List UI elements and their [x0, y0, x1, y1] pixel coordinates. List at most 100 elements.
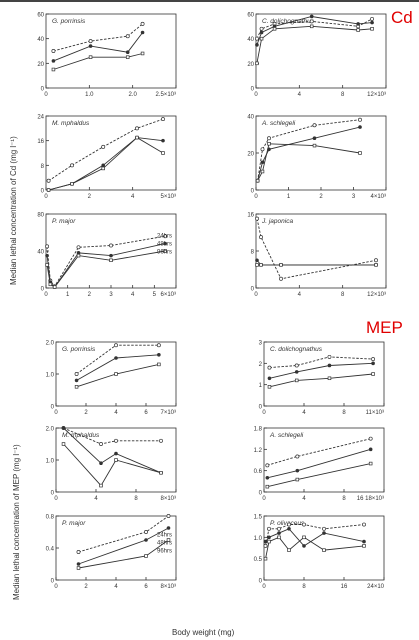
mep-c-dolichognathus-series-1-point — [294, 370, 299, 374]
panel-mep-p-major: 0 0.4 0.8 0 2 4 6 8×10³ P. major 24hrs 48hrs 96hrs — [38, 512, 190, 597]
cd-c-dolichognathus-series-2-point — [356, 28, 360, 32]
cd-c-dolichognathus-xtick-label: 8 — [341, 92, 345, 98]
mep-p-olivaceus-ytick-label: 0 — [259, 579, 263, 585]
mep-c-dolichognathus-ytick-label: 3 — [259, 341, 263, 347]
mep-p-olivaceus-xtick-label: 0 — [262, 584, 266, 590]
mep-c-dolichognathus-series-0-point — [371, 357, 376, 362]
cd-m-mphaldus-title: M. mphaldus — [52, 120, 90, 127]
cd-y-axis-label: Median lethal concentration of Cd (mg l⁻… — [9, 136, 18, 285]
mep-p-olivaceus-series-0-point — [263, 543, 268, 548]
mep-a-schlegeli-series-2-point — [368, 461, 373, 466]
cd-m-mphaldus-series-2-point — [135, 135, 139, 140]
cd-m-mphaldus-series-1-line — [48, 137, 164, 191]
panel-mep-g-porrinsis: 0 1.0 2.0 0 2 4 6 7×10³ G. porrinsis — [38, 338, 190, 423]
mep-p-major-series-2-point — [166, 538, 171, 542]
mep-p-olivaceus-ytick-label: 1.0 — [254, 536, 263, 542]
mep-p-olivaceus-series-2-point — [267, 539, 271, 544]
cd-c-dolichognathus-series-1-line — [256, 16, 373, 45]
cd-a-schlegeli-series-0-point — [312, 123, 317, 128]
mep-g-porrinsis-xtick-label: 7×10³ — [160, 410, 176, 416]
mep-c-dolichognathus-ytick-label: 2 — [259, 362, 263, 368]
mep-c-dolichognathus-series-2-point — [371, 372, 375, 376]
mep-g-porrinsis-ytick-label: 0 — [51, 405, 55, 411]
cd-a-schlegeli-xtick-label: 1 — [287, 194, 291, 200]
cd-m-mphaldus-xtick-label: 5×10³ — [160, 194, 176, 200]
cd-j-japonica-series-0-point — [279, 276, 283, 281]
mep-p-major-xtick-label: 4 — [114, 584, 118, 590]
cd-j-japonica-xtick-label: 0 — [254, 292, 258, 298]
cd-a-schlegeli-series-2-point — [267, 142, 271, 146]
cd-p-major-series-1-line — [46, 243, 166, 288]
mep-g-porrinsis-series-1-point — [74, 378, 79, 383]
cd-j-japonica-ytick-label: 16 — [247, 213, 254, 219]
cd-p-major-xtick-label: 1 — [66, 292, 70, 298]
mep-p-major-legend-label: 96hrs — [157, 548, 172, 554]
mep-c-dolichognathus-series-2-point — [294, 378, 299, 383]
cd-g-porrinsis-series-0-point — [140, 21, 145, 26]
cd-g-porrinsis-series-1-point — [140, 30, 145, 35]
panel-cd-a-schlegeli: 0 20 40 0 1 2 3 4×10³ A. schlegeli — [238, 112, 400, 207]
mep-g-porrinsis-series-0-point — [114, 343, 118, 348]
cd-c-dolichognathus-xtick-label: 0 — [254, 92, 258, 98]
mep-p-olivaceus-series-1-point — [322, 531, 326, 535]
cd-g-porrinsis-title: G. porrinsis — [52, 18, 86, 25]
cd-p-major-legend-label: 96hrs — [157, 250, 172, 256]
mep-p-major-ytick-label: 0.8 — [46, 515, 55, 521]
mep-c-dolichognathus-ytick-label: 0 — [259, 405, 263, 411]
mep-g-porrinsis-xtick-label: 4 — [114, 410, 118, 416]
mep-m-mphaldus-series-1-point — [99, 461, 103, 465]
mep-c-dolichognathus-title: C. dolichognathus — [270, 346, 323, 353]
mep-a-schlegeli-series-0-point — [368, 436, 373, 441]
mep-m-mphaldus-series-1-point — [61, 426, 66, 430]
mep-m-mphaldus-series-2-point — [61, 442, 66, 446]
cd-g-porrinsis-series-2-point — [51, 67, 56, 72]
cd-c-dolichognathus-series-2-point — [272, 27, 277, 31]
mep-p-major-series-1-point — [144, 538, 148, 542]
cd-p-major-svg: 0 40 80 0 1 2 3 4 5 6×10³ P. major 24hrs 48hrs 96hrs — [37, 213, 177, 298]
mep-c-dolichognathus-series-2-point — [327, 376, 332, 381]
mep-p-major-series-0-point — [76, 550, 81, 554]
mep-a-schlegeli-series-0-point — [295, 454, 300, 459]
mep-m-mphaldus-series-1-point — [114, 451, 118, 456]
mep-p-olivaceus-series-1-point — [267, 535, 271, 540]
mep-p-major-series-2-point — [144, 554, 148, 558]
cd-p-major-legend-label: 48hrs — [157, 242, 172, 248]
mep-p-major-series-1-point — [166, 526, 171, 530]
cd-c-dolichognathus-series-0-point — [259, 26, 264, 31]
mep-p-major-series-0-point — [166, 514, 171, 518]
mep-c-dolichognathus-series-0-point — [294, 363, 299, 368]
mep-p-olivaceus-frame — [263, 515, 385, 581]
mep-g-porrinsis-title: G. porrinsis — [62, 346, 96, 353]
top-rule — [0, 0, 419, 2]
cd-p-major-series-2-point — [52, 285, 57, 289]
mep-a-schlegeli-series-1-line — [267, 448, 371, 479]
cd-p-major-ytick-label: 0 — [41, 287, 45, 293]
cd-m-mphaldus-ytick-label: 16 — [37, 139, 44, 145]
cd-a-schlegeli-ytick-label: 20 — [247, 152, 254, 158]
mep-p-major-svg: 0 0.4 0.8 0 2 4 6 8×10³ P. major 24hrs 48hrs 96hrs — [46, 514, 177, 590]
mep-m-mphaldus-series-0-point — [159, 438, 163, 443]
mep-a-schlegeli-ytick-label: 0.6 — [254, 469, 263, 475]
cd-a-schlegeli-series-0-point — [267, 136, 271, 141]
panel-mep-m-mphaldus: 0 1.0 2.0 0 4 8 8×10³ M. mphaldus — [38, 424, 190, 509]
cd-c-dolichognathus-series-2-point — [370, 27, 374, 31]
panel-mep-p-olivaceus: 0 0.5 1.0 1.5 0 8 16 24×10 P. olivaceus — [246, 512, 398, 597]
mep-p-olivaceus-series-2-point — [322, 548, 326, 552]
mep-m-mphaldus-series-2-line — [63, 443, 162, 487]
cd-j-japonica-series-2-point — [279, 263, 283, 267]
mep-c-dolichognathus-series-2-point — [267, 385, 272, 389]
mep-a-schlegeli-xtick-label: 8 — [342, 496, 346, 502]
mep-m-mphaldus-svg: 0 1.0 2.0 0 4 8 8×10³ M. mphaldus — [46, 426, 177, 502]
cd-g-porrinsis-xtick-label: 0 — [44, 92, 48, 98]
cd-c-dolichognathus-ytick-label: 0 — [251, 87, 255, 93]
mep-a-schlegeli-svg: 0 0.6 1.2 1.8 0 4 8 16 18×10³ A. schlegeli — [254, 427, 385, 502]
mep-p-olivaceus-svg: 00.51.01.50 8 16 24×10P. olivaceus — [254, 515, 385, 591]
cd-m-mphaldus-series-0-point — [46, 178, 51, 183]
cd-c-dolichognathus-ytick-label: 20 — [247, 62, 254, 68]
mep-m-mphaldus-ytick-label: 2.0 — [46, 427, 55, 433]
cd-c-dolichognathus-series-2-point — [309, 24, 314, 29]
cd-c-dolichognathus-series-0-point — [370, 16, 375, 21]
cd-m-mphaldus-series-0-point — [70, 163, 74, 168]
cd-g-porrinsis-series-0-point — [51, 49, 56, 53]
cd-g-porrinsis-series-0-line — [53, 23, 143, 52]
